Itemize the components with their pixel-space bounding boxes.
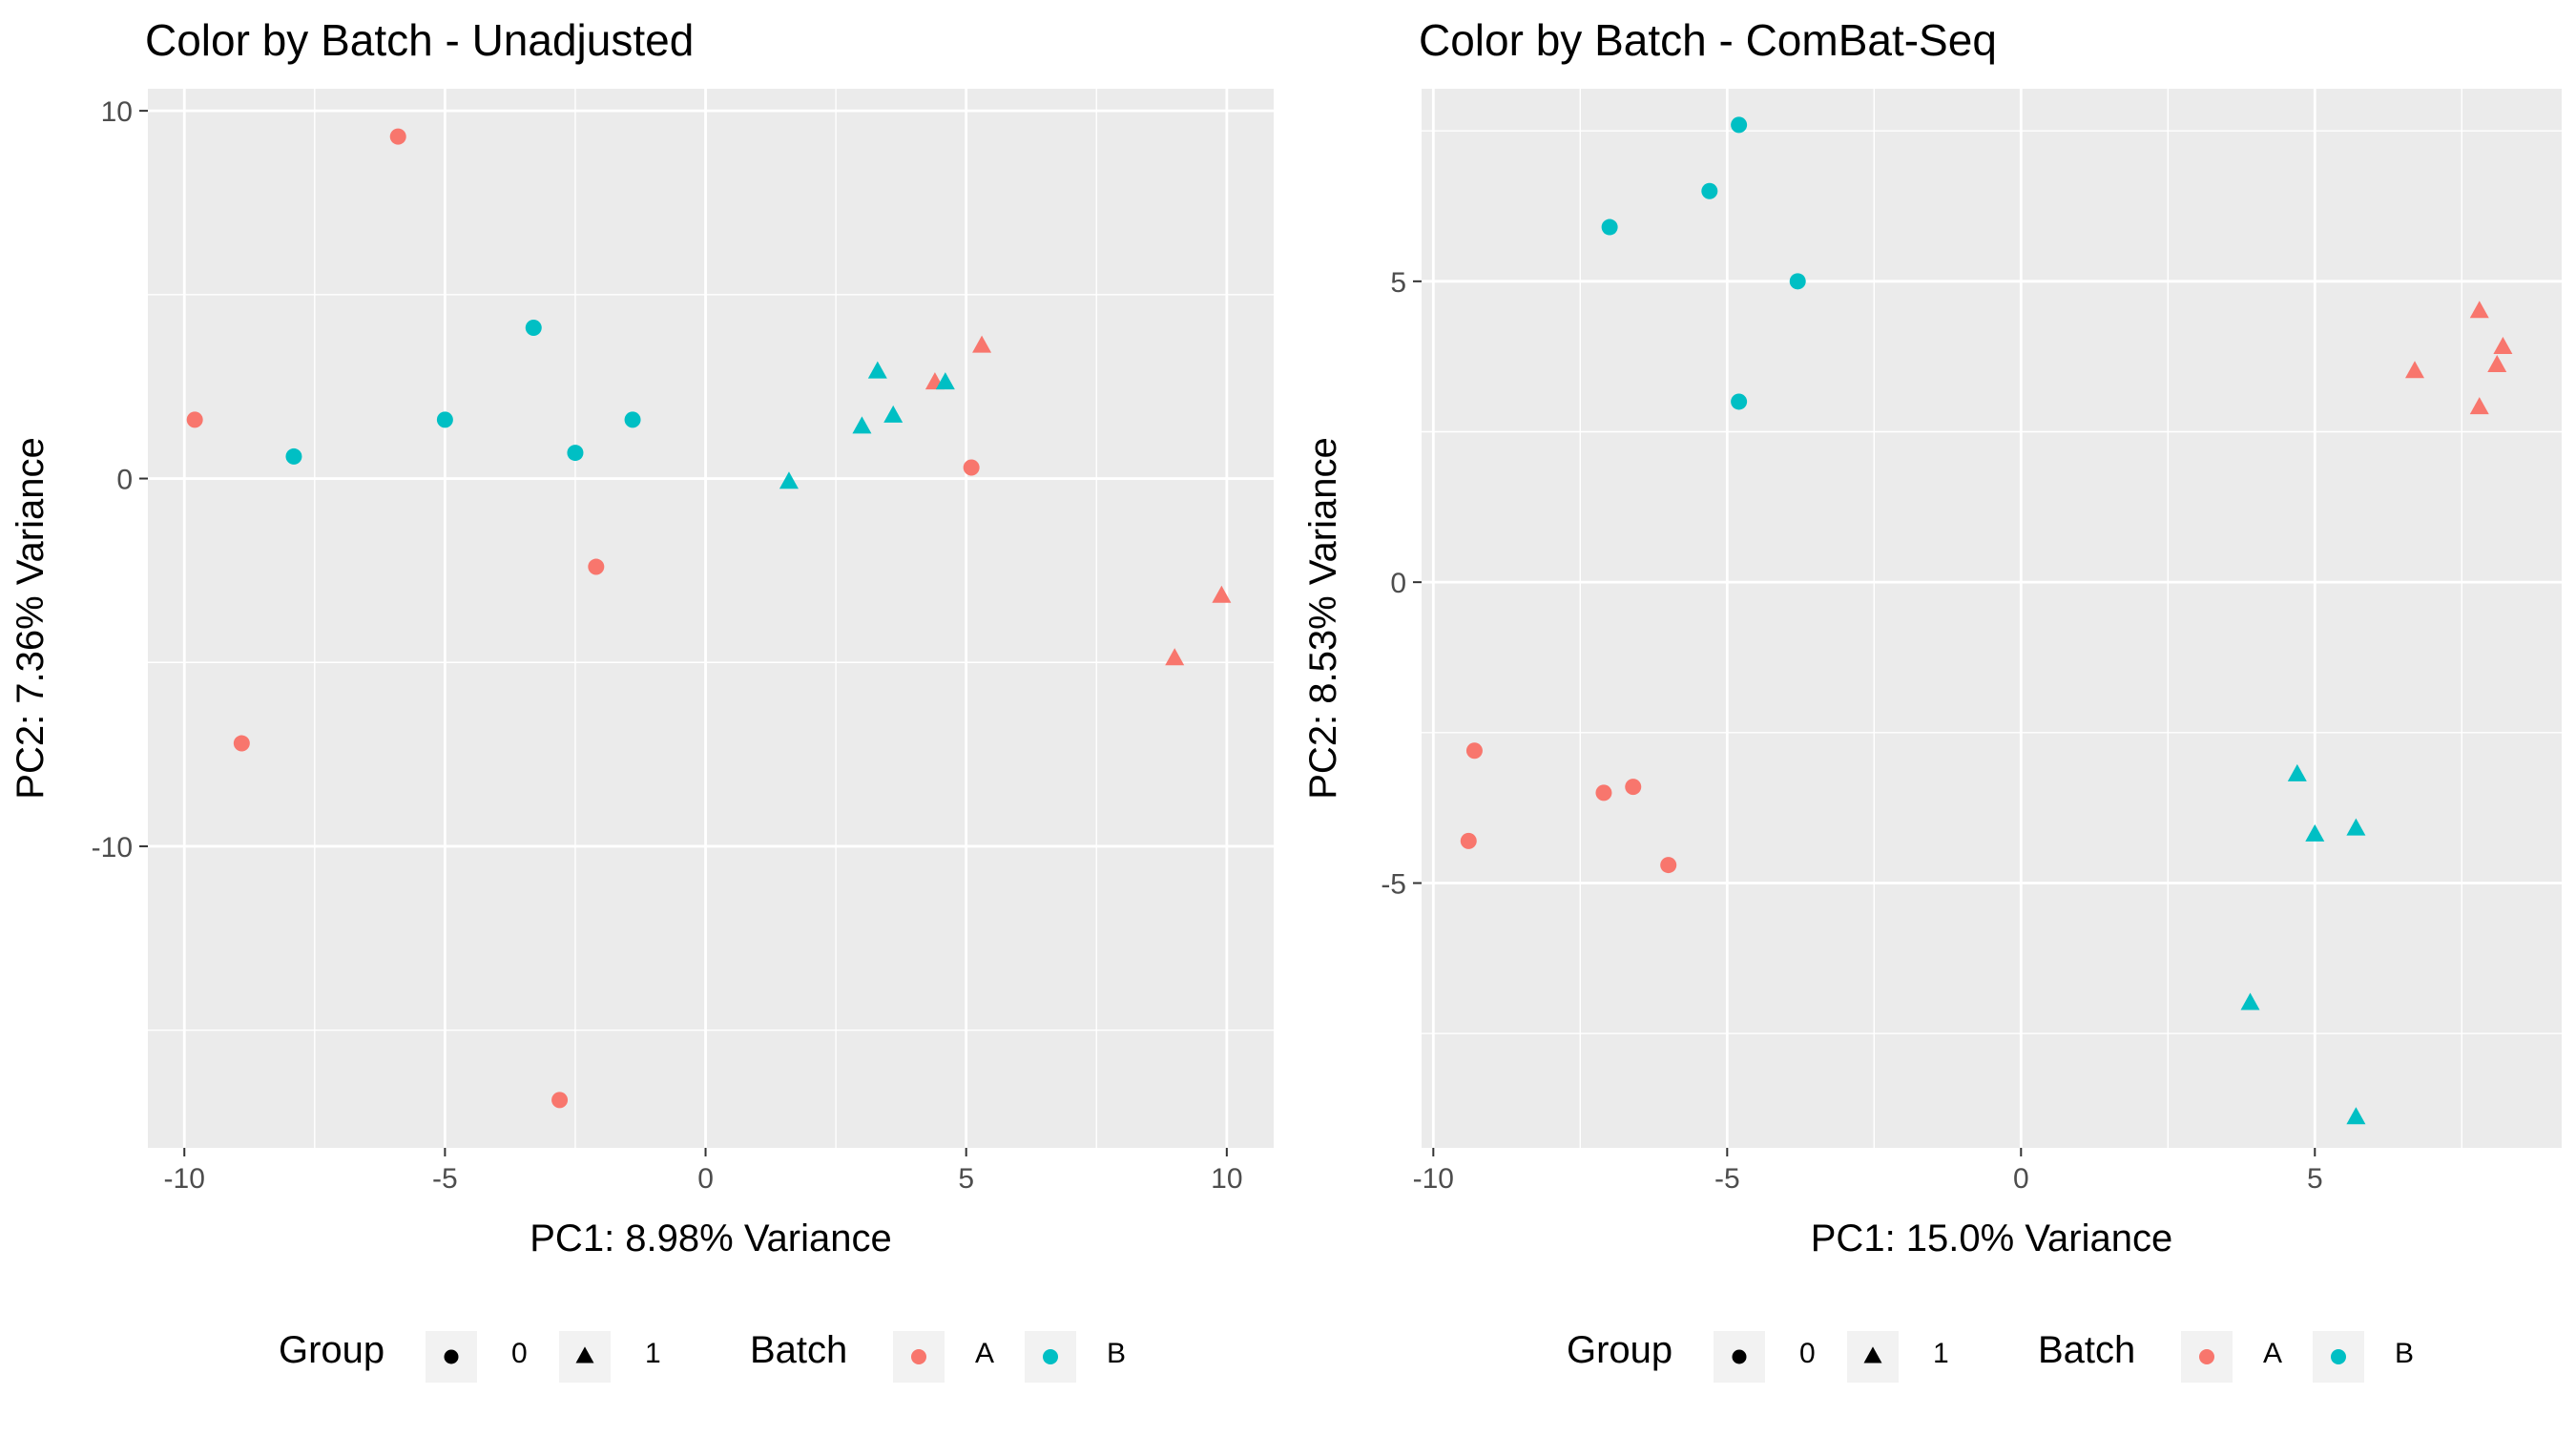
data-point-triangle xyxy=(883,405,904,423)
data-point-circle xyxy=(389,128,406,145)
data-point-circle xyxy=(285,447,302,465)
legend-symbol-batch-b xyxy=(2331,1349,2346,1364)
legend-title-group: Group xyxy=(1567,1329,1672,1371)
x-tick-label: -5 xyxy=(1714,1163,1740,1195)
data-point-circle xyxy=(233,735,250,752)
legend-label-group-0: 0 xyxy=(511,1338,528,1369)
data-point-circle xyxy=(1701,182,1718,199)
legend-symbol-batch-a xyxy=(2199,1349,2214,1364)
legend-symbol-triangle xyxy=(575,1346,594,1363)
legend-label-group-1: 1 xyxy=(645,1338,661,1369)
legend-symbol-triangle xyxy=(1863,1346,1882,1363)
legend-symbol-batch-b xyxy=(1043,1349,1058,1364)
data-point-circle xyxy=(1460,832,1477,849)
legend-label-group-1: 1 xyxy=(1933,1338,1949,1369)
y-tick-label: 5 xyxy=(1390,267,1406,299)
data-point-circle xyxy=(1660,857,1677,874)
chart-title: Color by Batch - ComBat-Seq xyxy=(1419,15,1997,65)
y-axis-title: PC2: 8.53% Variance xyxy=(1302,437,1344,799)
y-axis-title: PC2: 7.36% Variance xyxy=(10,437,52,799)
data-point-circle xyxy=(588,558,605,575)
data-point-triangle xyxy=(2240,992,2260,1010)
data-point-circle xyxy=(1731,393,1748,410)
data-point-triangle xyxy=(779,471,799,489)
data-point-circle xyxy=(567,445,584,462)
data-point-triangle xyxy=(2469,397,2489,415)
y-tick-label: 0 xyxy=(1390,568,1406,599)
data-point-triangle xyxy=(2469,301,2489,319)
legend-label-batch-b: B xyxy=(2395,1338,2414,1369)
legend-symbol-batch-a xyxy=(911,1349,926,1364)
data-point-circle xyxy=(1465,742,1483,760)
x-axis-title: PC1: 15.0% Variance xyxy=(1811,1217,2172,1259)
legend: Group 0 1 Batch A B xyxy=(279,1329,1126,1383)
data-point-triangle xyxy=(1212,585,1232,603)
y-tick-label: -10 xyxy=(92,832,133,864)
x-tick-label: 0 xyxy=(697,1163,714,1195)
data-point-triangle xyxy=(2346,1107,2366,1125)
data-point-triangle xyxy=(852,416,872,434)
data-point-circle xyxy=(624,411,641,428)
data-point-triangle xyxy=(935,372,955,390)
data-point-triangle xyxy=(2405,361,2425,379)
legend-title-batch: Batch xyxy=(2038,1329,2135,1371)
x-axis-title: PC1: 8.98% Variance xyxy=(530,1217,891,1259)
legend: Group 0 1 Batch A B xyxy=(1567,1329,2414,1383)
x-tick-label: 10 xyxy=(1211,1163,1242,1195)
data-point-triangle xyxy=(1165,648,1185,666)
panel-background xyxy=(1422,89,2562,1148)
data-point-triangle xyxy=(2305,823,2325,842)
data-point-triangle xyxy=(2487,354,2507,372)
data-point-circle xyxy=(1601,219,1618,236)
legend-symbol-circle xyxy=(444,1349,459,1364)
data-point-circle xyxy=(551,1092,569,1109)
data-point-circle xyxy=(1789,273,1806,290)
x-tick-label: -5 xyxy=(432,1163,458,1195)
data-point-triangle xyxy=(2346,818,2366,836)
y-tick-label: -5 xyxy=(1381,869,1406,901)
legend-symbol-circle xyxy=(1732,1349,1747,1364)
x-tick-label: 0 xyxy=(2013,1163,2029,1195)
data-point-circle xyxy=(1731,116,1748,134)
data-point-triangle xyxy=(867,361,887,379)
x-tick-label: 5 xyxy=(2307,1163,2323,1195)
data-point-circle xyxy=(186,411,203,428)
data-point-triangle xyxy=(2493,337,2513,355)
data-point-circle xyxy=(525,320,542,337)
chart-title: Color by Batch - Unadjusted xyxy=(145,15,694,65)
legend-label-batch-b: B xyxy=(1107,1338,1126,1369)
data-point-circle xyxy=(436,411,453,428)
x-tick-label: -10 xyxy=(1413,1163,1454,1195)
x-tick-label: 5 xyxy=(958,1163,974,1195)
legend-label-batch-a: A xyxy=(2263,1338,2282,1369)
y-tick-label: 0 xyxy=(116,465,133,496)
x-tick-label: -10 xyxy=(164,1163,205,1195)
data-point-circle xyxy=(963,459,980,476)
data-point-triangle xyxy=(2287,763,2307,781)
legend-label-group-0: 0 xyxy=(1799,1338,1816,1369)
legend-label-batch-a: A xyxy=(975,1338,994,1369)
legend-title-group: Group xyxy=(279,1329,384,1371)
y-tick-label: 10 xyxy=(101,96,133,128)
plot-panel-2: -10 -5 0 5 -5 0 5 Color by Batch - ComBat-Seq PC… xyxy=(1302,15,2562,1383)
panel-background xyxy=(148,89,1274,1148)
data-point-circle xyxy=(1625,779,1642,796)
data-point-circle xyxy=(1595,784,1612,801)
data-point-triangle xyxy=(972,335,992,353)
legend-title-batch: Batch xyxy=(750,1329,847,1371)
